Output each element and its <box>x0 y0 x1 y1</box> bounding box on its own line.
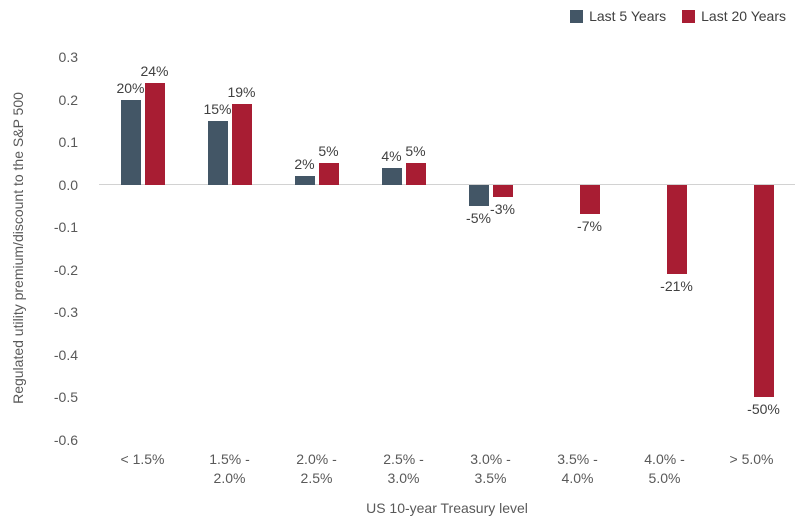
y-tick-label: -0.3 <box>53 304 78 321</box>
y-tick-label: 0.1 <box>58 134 78 151</box>
x-category-line: 3.5% <box>474 470 507 486</box>
legend-swatch-last-20-years <box>682 9 696 23</box>
x-category-line: 3.0% - <box>470 451 511 467</box>
legend-swatch-last-5-years <box>570 9 584 23</box>
x-category-label: 4.0% - 5.0% <box>621 450 709 488</box>
x-category-label: 2.0% - 2.5% <box>273 450 361 488</box>
x-category-line: 2.5% - <box>383 451 424 467</box>
x-category-line: 4.0% - <box>644 451 685 467</box>
bar-last-20-years <box>318 163 339 185</box>
y-tick-label: 0.0 <box>58 176 78 193</box>
data-label: -50% <box>747 401 780 418</box>
y-tick-label: -0.5 <box>53 389 78 406</box>
y-tick-label: 0.2 <box>58 91 78 108</box>
y-tick-label: -0.1 <box>53 219 78 236</box>
data-label: -5% <box>466 209 491 226</box>
y-tick-label: -0.6 <box>53 432 78 448</box>
data-label: 20% <box>116 79 145 96</box>
x-category-label: 3.0% - 3.5% <box>447 450 535 488</box>
legend-item-last-20-years: Last 20 Years <box>682 8 786 24</box>
x-category-label: 2.5% - 3.0% <box>360 450 448 488</box>
zero-axis-line <box>99 184 795 186</box>
data-label: 4% <box>381 147 402 164</box>
x-category-label: 3.5% - 4.0% <box>534 450 622 488</box>
data-label: 5% <box>318 143 339 160</box>
x-category-line: 5.0% <box>648 470 681 486</box>
x-category-label: > 5.0% <box>729 451 774 467</box>
bar-last-20-years <box>231 103 252 185</box>
y-tick-label: -0.2 <box>53 261 78 278</box>
x-category-line: 4.0% <box>561 470 594 486</box>
data-label: 2% <box>294 156 315 173</box>
x-category-line: 1.5% - <box>209 451 250 467</box>
bar-last-20-years <box>144 82 165 185</box>
y-tick-label: -0.4 <box>53 346 78 363</box>
data-label: -21% <box>660 278 693 295</box>
bar-last-5-years <box>381 167 402 185</box>
bar-last-20-years <box>753 184 774 398</box>
data-label: 15% <box>203 100 232 117</box>
bar-last-20-years <box>492 184 513 198</box>
bar-last-5-years <box>294 176 315 185</box>
x-category-line: 2.0% - <box>296 451 337 467</box>
data-label: 5% <box>405 143 426 160</box>
x-category-line: 3.5% - <box>557 451 598 467</box>
data-label: -7% <box>577 218 602 235</box>
legend-label-last-20-years: Last 20 Years <box>701 8 786 24</box>
x-axis-title: US 10-year Treasury level <box>366 500 528 516</box>
y-tick-label: 0.3 <box>58 49 78 65</box>
y-axis-title: Regulated utility premium/discount to th… <box>10 92 26 404</box>
x-category-label: 1.5% - 2.0% <box>186 450 274 488</box>
data-label: 24% <box>140 62 169 79</box>
bar-last-20-years <box>666 184 687 275</box>
x-category-label: < 1.5% <box>120 451 165 467</box>
x-category-line: 2.0% <box>213 470 246 486</box>
legend-label-last-5-years: Last 5 Years <box>589 8 667 24</box>
bar-last-5-years <box>468 184 489 206</box>
bar-last-5-years <box>207 120 228 185</box>
bar-last-20-years <box>405 163 426 185</box>
bar-last-5-years <box>120 99 141 185</box>
x-category-line: 3.0% <box>387 470 420 486</box>
legend-item-last-5-years: Last 5 Years <box>570 8 666 24</box>
bar-last-20-years <box>579 184 600 215</box>
data-label: -3% <box>490 201 515 218</box>
x-category-line: 2.5% <box>300 470 333 486</box>
legend: Last 5 Years Last 20 Years <box>570 8 786 24</box>
data-label: 19% <box>227 83 256 100</box>
